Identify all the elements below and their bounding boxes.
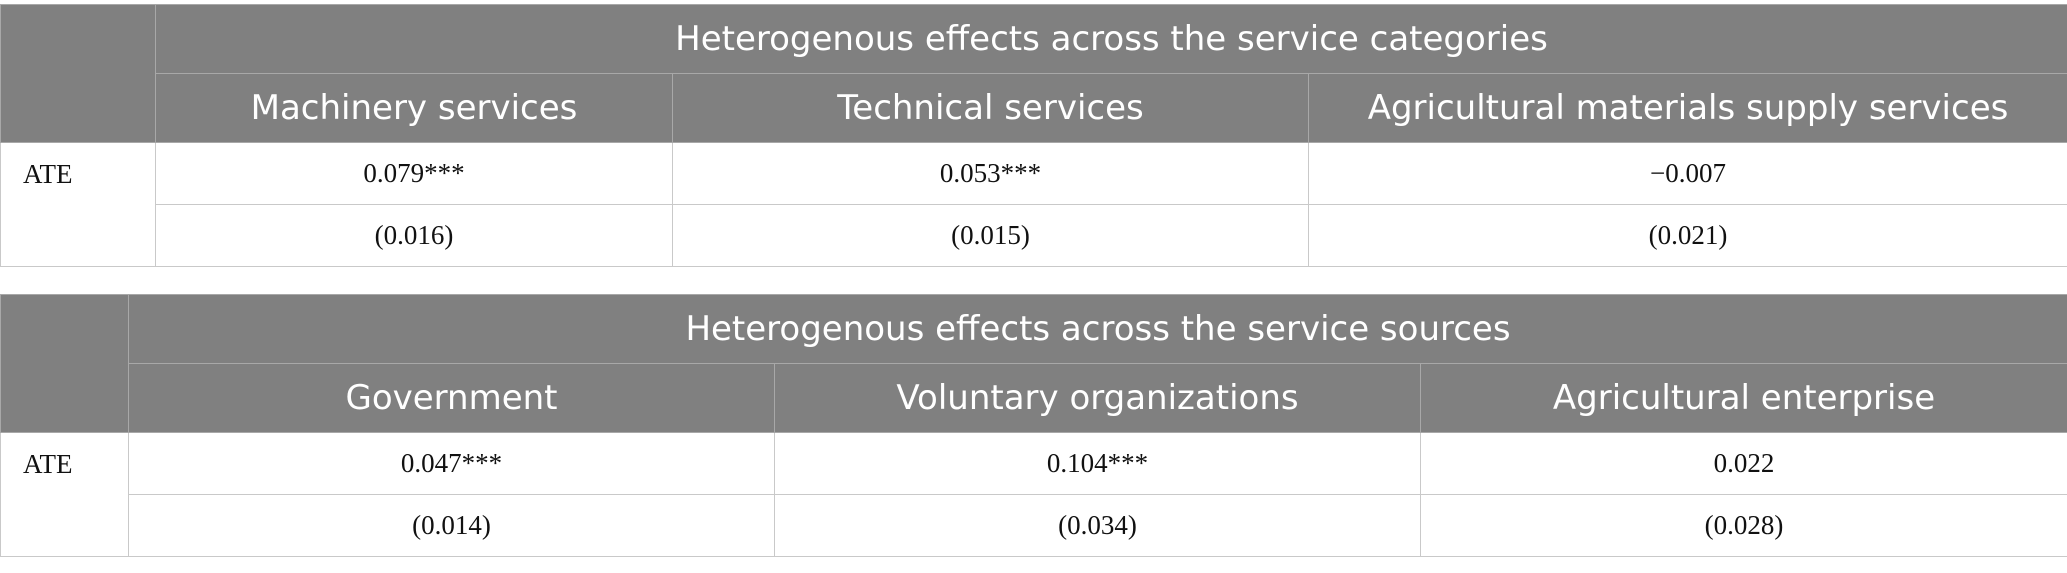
service-sources-table: Heterogenous effects across the service … [0,294,2067,557]
column-header-agricultural-enterprise: Agricultural enterprise [1420,363,2067,433]
column-header-row: Machinery services Technical services Ag… [1,73,2067,143]
corner-cell [0,4,156,143]
std-error-cell: (0.015) [672,204,1309,267]
corner-cell [0,294,129,433]
estimate-row: ATE 0.079*** 0.053*** −0.007 [0,142,2067,267]
column-header-voluntary-organizations: Voluntary organizations [774,363,1421,433]
std-error-cell: (0.028) [1420,494,2067,557]
column-header-materials-supply: Agricultural materials supply services [1307,73,2067,143]
column-header-row: Government Voluntary organizations Agric… [1,363,2067,433]
std-error-cell: (0.021) [1307,204,2067,267]
std-error-row: (0.016) (0.015) (0.021) [1,204,2067,267]
column-header-government: Government [128,363,775,433]
estimate-cell: 0.053*** [672,142,1309,205]
column-header-machinery: Machinery services [155,73,673,143]
std-error-row: (0.014) (0.034) (0.028) [1,494,2067,557]
std-error-cell: (0.034) [774,494,1421,557]
service-sources-table-container: Heterogenous effects across the service … [0,294,2067,557]
service-categories-table-container: Heterogenous effects across the service … [0,4,2067,267]
group-header-row: Heterogenous effects across the service … [0,4,2067,143]
group-header-row: Heterogenous effects across the service … [0,294,2067,433]
group-header: Heterogenous effects across the service … [128,294,2067,364]
service-categories-table: Heterogenous effects across the service … [0,4,2067,267]
estimate-cell: −0.007 [1307,142,2067,205]
estimate-cell: 0.022 [1420,432,2067,495]
estimate-cell: 0.104*** [774,432,1421,495]
row-label-ate: ATE [0,432,129,557]
column-header-technical: Technical services [672,73,1309,143]
row-label-ate: ATE [0,142,156,267]
estimate-cell: 0.047*** [128,432,775,495]
group-header: Heterogenous effects across the service … [154,4,2067,74]
std-error-cell: (0.014) [128,494,775,557]
estimate-cell: 0.079*** [155,142,673,205]
estimate-row: ATE 0.047*** 0.104*** 0.022 [0,432,2067,557]
std-error-cell: (0.016) [155,204,673,267]
